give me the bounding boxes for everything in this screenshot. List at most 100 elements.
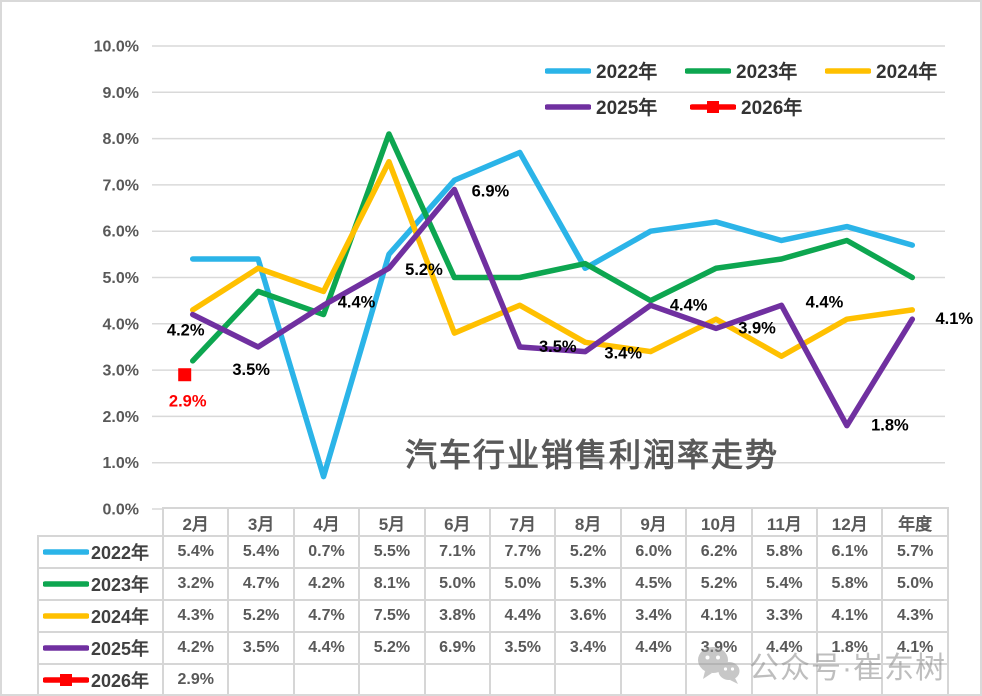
value-cell [292, 663, 361, 694]
value-cell: 6.0% [619, 535, 688, 569]
y-axis-tick-label: 5.0% [103, 270, 139, 287]
legend-label: 2026年 [741, 98, 803, 119]
value-cell: 4.4% [750, 631, 819, 665]
value-cell: 5.0% [489, 567, 557, 601]
value-cell: 4.2% [161, 631, 230, 665]
month-header-cell: 5月 [358, 507, 426, 537]
legend-item-2024年: 2024年 [825, 57, 965, 84]
value-cell: 5.2% [554, 535, 622, 569]
value-cell: 3.3% [750, 599, 819, 633]
value-cell: 1.8% [816, 631, 884, 665]
value-cell: 0.7% [292, 535, 361, 569]
legend-swatch [690, 100, 736, 113]
y-axis-tick-label: 8.0% [103, 131, 139, 148]
value-cell: 5.8% [816, 567, 884, 601]
y-axis-tick-label: 6.0% [103, 224, 139, 241]
legend-swatch [825, 67, 871, 74]
legend-label: 2022年 [596, 62, 658, 83]
value-cell: 5.8% [750, 535, 819, 569]
legend-label: 2023年 [736, 62, 798, 83]
value-cell [619, 663, 688, 694]
value-cell: 6.1% [816, 535, 884, 569]
value-cell: 3.9% [685, 631, 753, 665]
value-cell [358, 663, 426, 694]
point-label-2025年: 5.2% [405, 261, 443, 279]
value-cell: 3.4% [619, 599, 688, 633]
value-cell: 4.3% [161, 599, 230, 633]
data-table: 2月 3月 4月 5月 6月 7月 8月 9月 10月 11月 12月 年度 2022年 5.4% 5.4%… [37, 507, 949, 694]
point-label-2026年: 2.9% [169, 393, 207, 411]
legend-item-2026年: 2026年 [690, 93, 835, 120]
value-cell [685, 663, 753, 694]
value-cell: 3.8% [423, 599, 492, 633]
table-row-2024年: 2024年 4.3% 5.2% 4.7% 7.5% 3.8% 4.4% 3.6% 3.4% 4.1… [37, 599, 949, 633]
point-label-2025年: 3.5% [232, 361, 270, 379]
value-cell: 5.7% [881, 535, 949, 569]
month-header-cell: 10月 [685, 507, 753, 537]
value-cell: 6.2% [685, 535, 753, 569]
value-cell: 2.9% [161, 663, 230, 694]
point-label-2025年: 3.9% [738, 319, 776, 337]
series-line-2024年 [189, 159, 916, 359]
legend-swatch [545, 103, 591, 110]
value-cell: 4.7% [227, 567, 295, 601]
year-label-cell: 2026年 [37, 663, 164, 694]
swatch-square [60, 674, 72, 686]
chart-title: 汽车行业销售利润率走势 [404, 437, 779, 473]
y-axis-tick-label: 9.0% [103, 85, 139, 102]
table-row-2025年: 2025年 4.2% 3.5% 4.4% 5.2% 6.9% 3.5% 3.4% 4.4% 3.9… [37, 631, 949, 665]
y-axis-tick-label: 4.0% [103, 316, 139, 333]
year-label: 2025年 [91, 639, 150, 659]
table-row-2023年: 2023年 3.2% 4.7% 4.2% 8.1% 5.0% 5.0% 5.3% 4.5% 5.2… [37, 567, 949, 601]
month-header-cell: 11月 [750, 507, 819, 537]
value-cell: 7.7% [489, 535, 557, 569]
series-line-2022年 [189, 149, 916, 480]
series-marker-2026年 [178, 368, 192, 382]
value-cell: 5.2% [358, 631, 426, 665]
value-cell [750, 663, 819, 694]
table-row-2026年: 2026年 2.9% [37, 663, 949, 694]
legend-swatch [43, 645, 89, 651]
value-cell: 7.1% [423, 535, 492, 569]
value-cell: 4.4% [292, 631, 361, 665]
month-header-cell: 8月 [554, 507, 622, 537]
value-cell: 3.5% [489, 631, 557, 665]
legend-item-2023年: 2023年 [685, 57, 825, 84]
point-label-2025年: 4.2% [167, 322, 205, 340]
year-label-cell: 2022年 [37, 535, 164, 569]
legend-label: 2025年 [596, 98, 658, 119]
point-label-2025年: 3.5% [539, 338, 577, 356]
value-cell [227, 663, 295, 694]
legend-row: 2025年 2026年 [545, 93, 965, 120]
point-label-2025年: 4.4% [670, 296, 708, 314]
value-cell [489, 663, 557, 694]
point-label-2025年: 3.4% [604, 345, 642, 363]
value-cell: 4.3% [881, 599, 949, 633]
value-cell [423, 663, 492, 694]
value-cell: 5.4% [750, 567, 819, 601]
year-label-cell: 2024年 [37, 599, 164, 633]
month-header-cell: 3月 [227, 507, 295, 537]
y-axis-tick-label: 7.0% [103, 177, 139, 194]
value-cell [881, 663, 949, 694]
y-axis-tick-label: 1.0% [103, 455, 139, 472]
month-header-cell: 6月 [423, 507, 492, 537]
value-cell: 3.4% [554, 631, 622, 665]
value-cell: 8.1% [358, 567, 426, 601]
value-cell: 3.5% [227, 631, 295, 665]
value-cell: 4.4% [619, 631, 688, 665]
value-cell: 4.1% [816, 599, 884, 633]
legend-row: 2022年 2023年 2024年 [545, 57, 965, 84]
value-cell: 7.5% [358, 599, 426, 633]
value-cell: 3.2% [161, 567, 230, 601]
y-axis-tick-label: 3.0% [103, 363, 139, 380]
table-corner-cell [38, 508, 163, 536]
y-axis-tick-label: 2.0% [103, 409, 139, 426]
year-label: 2024年 [91, 607, 150, 627]
year-label: 2026年 [91, 671, 150, 691]
value-cell: 5.4% [161, 535, 230, 569]
series-line-2025年 [189, 186, 916, 429]
year-label-cell: 2023年 [37, 567, 164, 601]
year-label: 2022年 [91, 543, 150, 563]
value-cell: 5.0% [423, 567, 492, 601]
